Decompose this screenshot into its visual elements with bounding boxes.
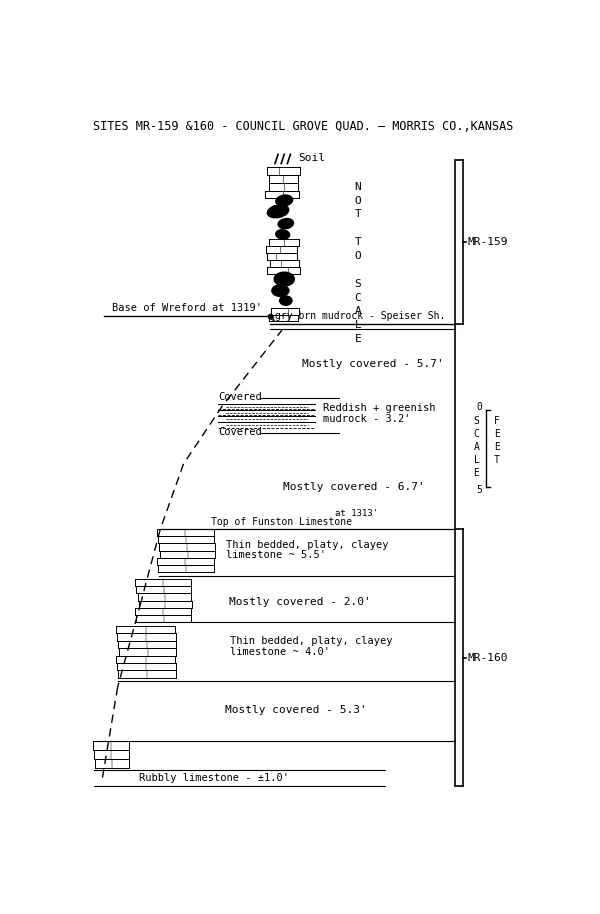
Text: Base of Wreford at 1319': Base of Wreford at 1319': [112, 303, 262, 313]
Text: N: N: [355, 182, 361, 192]
Text: Thin bedded, platy, clayey: Thin bedded, platy, clayey: [226, 540, 389, 549]
Text: L: L: [355, 320, 361, 330]
Ellipse shape: [268, 205, 289, 218]
Text: E: E: [355, 335, 361, 345]
Text: SITES MR-159 &160 - COUNCIL GROVE QUAD. — MORRIS CO.,KANSAS: SITES MR-159 &160 - COUNCIL GROVE QUAD. …: [94, 121, 514, 133]
Ellipse shape: [271, 206, 282, 214]
Ellipse shape: [276, 196, 293, 206]
Text: Covered: Covered: [218, 427, 262, 437]
Text: Thin bedded, platy, clayey: Thin bedded, platy, clayey: [230, 636, 392, 646]
Text: Mostly covered - 6.7': Mostly covered - 6.7': [283, 482, 425, 492]
Text: E: E: [494, 442, 500, 452]
Text: Mostly covered - 2.0': Mostly covered - 2.0': [229, 598, 371, 608]
Text: MR-160: MR-160: [468, 653, 508, 663]
Ellipse shape: [278, 218, 293, 228]
Text: T: T: [355, 209, 361, 219]
Text: Top of Funston Limestone: Top of Funston Limestone: [211, 516, 352, 526]
Text: F: F: [494, 416, 500, 426]
Text: Mostly covered - 5.3': Mostly covered - 5.3': [225, 706, 367, 716]
Text: Reddish + greenish: Reddish + greenish: [323, 403, 436, 413]
Text: Covered: Covered: [218, 392, 262, 402]
Text: T: T: [494, 455, 500, 465]
Text: C: C: [473, 429, 479, 439]
Text: limestone ~ 5.5': limestone ~ 5.5': [226, 549, 326, 559]
Text: S: S: [473, 416, 479, 426]
Text: limestone ~ 4.0': limestone ~ 4.0': [230, 647, 330, 657]
Text: Rubbly limestone - ±1.0': Rubbly limestone - ±1.0': [139, 773, 289, 783]
Text: T: T: [355, 237, 361, 247]
Text: C: C: [355, 292, 361, 303]
Text: 5: 5: [477, 485, 482, 495]
Text: O: O: [355, 251, 361, 261]
Ellipse shape: [272, 285, 289, 296]
Text: Soil: Soil: [298, 154, 325, 164]
Text: gry brn mudrock - Speiser Sh.: gry brn mudrock - Speiser Sh.: [275, 311, 445, 321]
Text: E: E: [473, 468, 479, 478]
Text: 0: 0: [477, 402, 482, 412]
Text: A: A: [473, 442, 479, 452]
Text: E: E: [494, 429, 500, 439]
Text: O: O: [355, 196, 361, 206]
Text: L: L: [473, 455, 479, 465]
Text: mudrock - 3.2': mudrock - 3.2': [323, 414, 410, 424]
Text: S: S: [355, 279, 361, 289]
Ellipse shape: [280, 296, 292, 305]
Text: at 1313': at 1313': [335, 509, 377, 518]
Text: MR-159: MR-159: [468, 237, 508, 247]
Ellipse shape: [274, 272, 295, 286]
Ellipse shape: [276, 229, 290, 239]
Text: A: A: [355, 306, 361, 316]
Text: Mostly covered - 5.7': Mostly covered - 5.7': [302, 359, 444, 368]
